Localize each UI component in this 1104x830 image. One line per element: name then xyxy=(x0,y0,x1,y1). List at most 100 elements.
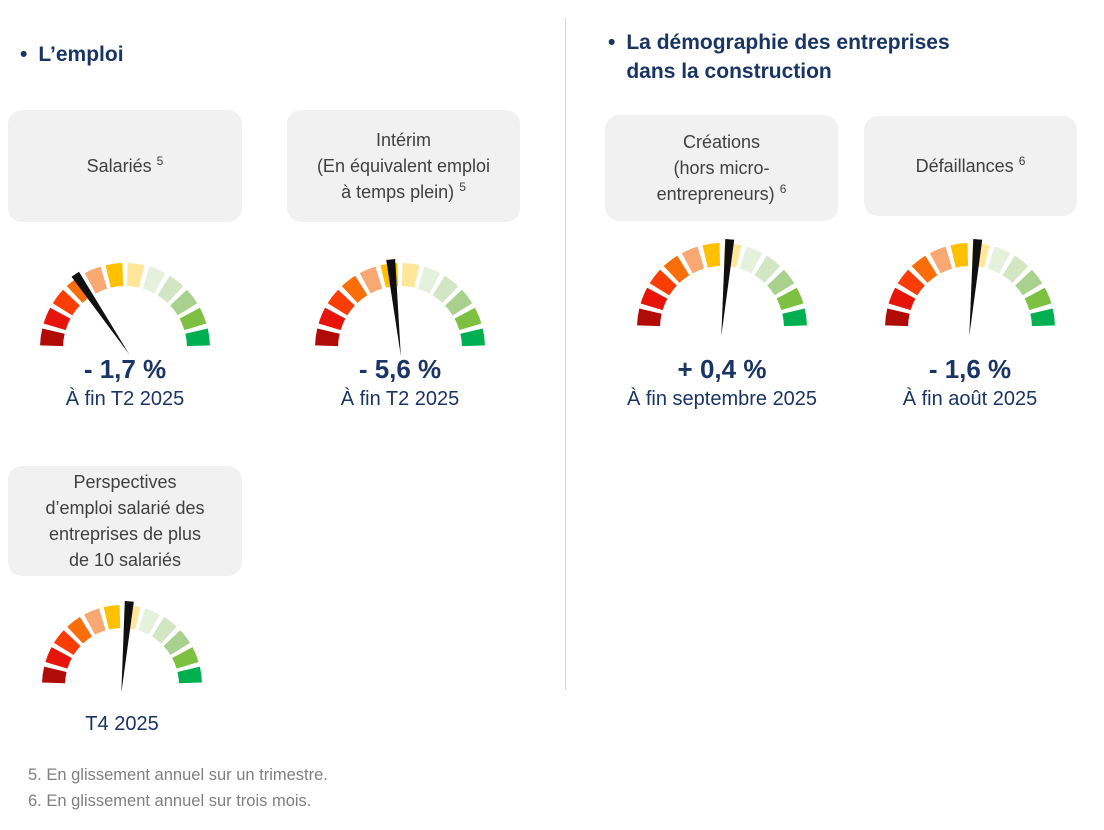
gauge-period: T4 2025 xyxy=(85,713,159,735)
card-defaillances: Défaillances 6 xyxy=(864,116,1077,216)
gauge-period: À fin T2 2025 xyxy=(65,388,185,410)
section-title-emploi-text: L’emploi xyxy=(38,43,124,66)
gauge-perspectives: T4 2025 xyxy=(22,585,222,737)
footnote-ref: 6 xyxy=(1018,154,1026,168)
gauge-segment xyxy=(1015,269,1043,296)
gauge-salaries: - 1,7 % À fin T2 2025 xyxy=(25,248,225,412)
gauge-segment xyxy=(663,255,690,283)
gauge-segment xyxy=(417,266,441,294)
gauge-segment xyxy=(460,328,485,347)
gauge-segment xyxy=(185,328,210,347)
gauge-segment xyxy=(151,616,177,644)
card-label-line: entreprises de plus xyxy=(48,524,202,544)
footnote-ref: 5 xyxy=(459,180,466,194)
gauge-dial xyxy=(42,600,202,693)
gauge-segment xyxy=(42,666,67,684)
card-creations: Créations (hors micro-entrepreneurs) 6 xyxy=(605,115,838,221)
gauge-needle xyxy=(386,259,401,356)
bullet-icon: • xyxy=(20,43,28,66)
gauge-segment xyxy=(138,608,160,635)
gauge-segment xyxy=(84,608,106,635)
gauge-segment xyxy=(445,289,473,316)
gauge-segment xyxy=(739,246,763,274)
gauge-dial xyxy=(315,259,485,356)
gauge-segment xyxy=(170,289,198,316)
gauge-segment xyxy=(341,275,368,303)
section-title-demographie: • La démographie des entreprises dans la… xyxy=(608,28,1038,86)
gauge-segment xyxy=(318,307,346,331)
gauge-segment xyxy=(103,605,121,630)
card-label-line: Salariés 5 xyxy=(86,154,164,176)
gauge-segment xyxy=(401,263,420,288)
gauge-segment xyxy=(888,287,916,311)
gauge-dial xyxy=(40,263,210,355)
card-label-line: d’emploi salarié des xyxy=(45,498,205,518)
gauge-segment xyxy=(163,630,191,656)
gauge-segment xyxy=(43,307,71,331)
gauge-period: À fin T2 2025 xyxy=(340,388,460,410)
footnote-5: 5. En glissement annuel sur un trimestre… xyxy=(28,766,328,784)
gauge-defaillances: - 1,6 % À fin août 2025 xyxy=(870,228,1070,412)
gauge-segment xyxy=(1030,308,1055,327)
gauge-segment xyxy=(649,269,677,296)
gauge-segment xyxy=(767,269,795,296)
card-interim: Intérim (En équivalent emploi à temps plei… xyxy=(287,110,520,222)
gauge-needle xyxy=(121,600,134,693)
card-label-line: (hors micro- xyxy=(673,158,770,178)
gauge-segment xyxy=(885,308,910,327)
card-label-line: Perspectives xyxy=(73,472,177,492)
gauge-segment xyxy=(105,263,124,288)
gauge-segment xyxy=(911,255,938,283)
gauge-segment xyxy=(929,246,953,274)
card-label-line: Défaillances 6 xyxy=(915,154,1026,176)
footnote-ref: 6 xyxy=(779,182,787,196)
gauge-segment xyxy=(40,328,65,347)
gauge-segment xyxy=(177,666,202,684)
gauge-segment xyxy=(45,647,72,669)
section-divider xyxy=(565,18,566,690)
card-label-line: de 10 salariés xyxy=(68,550,182,570)
gauge-value: + 0,4 % xyxy=(677,354,767,384)
gauge-segment xyxy=(950,243,969,268)
gauge-segment xyxy=(640,287,668,311)
gauge-value: - 5,6 % xyxy=(358,354,442,384)
gauge-segment xyxy=(1024,287,1052,311)
gauge-segment xyxy=(172,647,199,669)
gauge-needle xyxy=(969,238,983,336)
gauge-segment xyxy=(359,266,383,294)
card-label-line: entrepreneurs) 6 xyxy=(656,182,787,204)
card-label-line: Créations xyxy=(682,132,761,152)
footnotes: 5. En glissement annuel sur un trimestre… xyxy=(28,762,328,814)
gauge-segment xyxy=(454,307,482,331)
gauge-segment xyxy=(987,246,1011,274)
gauge-segment xyxy=(126,263,145,288)
gauge-segment xyxy=(315,328,340,347)
card-perspectives: Perspectives d’emploi salarié des entrepri… xyxy=(8,466,242,576)
footnote-ref: 5 xyxy=(156,154,164,168)
gauge-segment xyxy=(702,243,721,268)
gauge-period: À fin septembre 2025 xyxy=(626,388,818,410)
title-line-1: La démographie des entreprises xyxy=(626,31,950,54)
gauge-value: - 1,6 % xyxy=(928,354,1012,384)
gauge-interim: - 5,6 % À fin T2 2025 xyxy=(300,248,500,412)
gauge-value: - 1,7 % xyxy=(83,354,167,384)
gauge-segment xyxy=(84,266,108,294)
gauge-segment xyxy=(897,269,925,296)
gauge-period: À fin août 2025 xyxy=(902,388,1038,410)
gauge-segment xyxy=(157,275,184,303)
gauge-segment xyxy=(637,308,662,327)
gauge-dial xyxy=(885,238,1055,336)
gauge-segment xyxy=(776,287,804,311)
card-label-line: à temps plein) 5 xyxy=(341,180,466,202)
title-line-2: dans la construction xyxy=(626,60,832,83)
gauge-segment xyxy=(53,630,81,656)
gauge-dial xyxy=(637,238,807,336)
card-salaries: Salariés 5 xyxy=(8,110,242,222)
gauge-needle xyxy=(71,271,130,355)
gauge-segment xyxy=(681,246,705,274)
gauge-creations: + 0,4 % À fin septembre 2025 xyxy=(622,228,822,412)
footnote-6: 6. En glissement annuel sur trois mois. xyxy=(28,792,312,810)
card-label-line: Intérim xyxy=(375,130,431,150)
gauge-segment xyxy=(754,255,781,283)
